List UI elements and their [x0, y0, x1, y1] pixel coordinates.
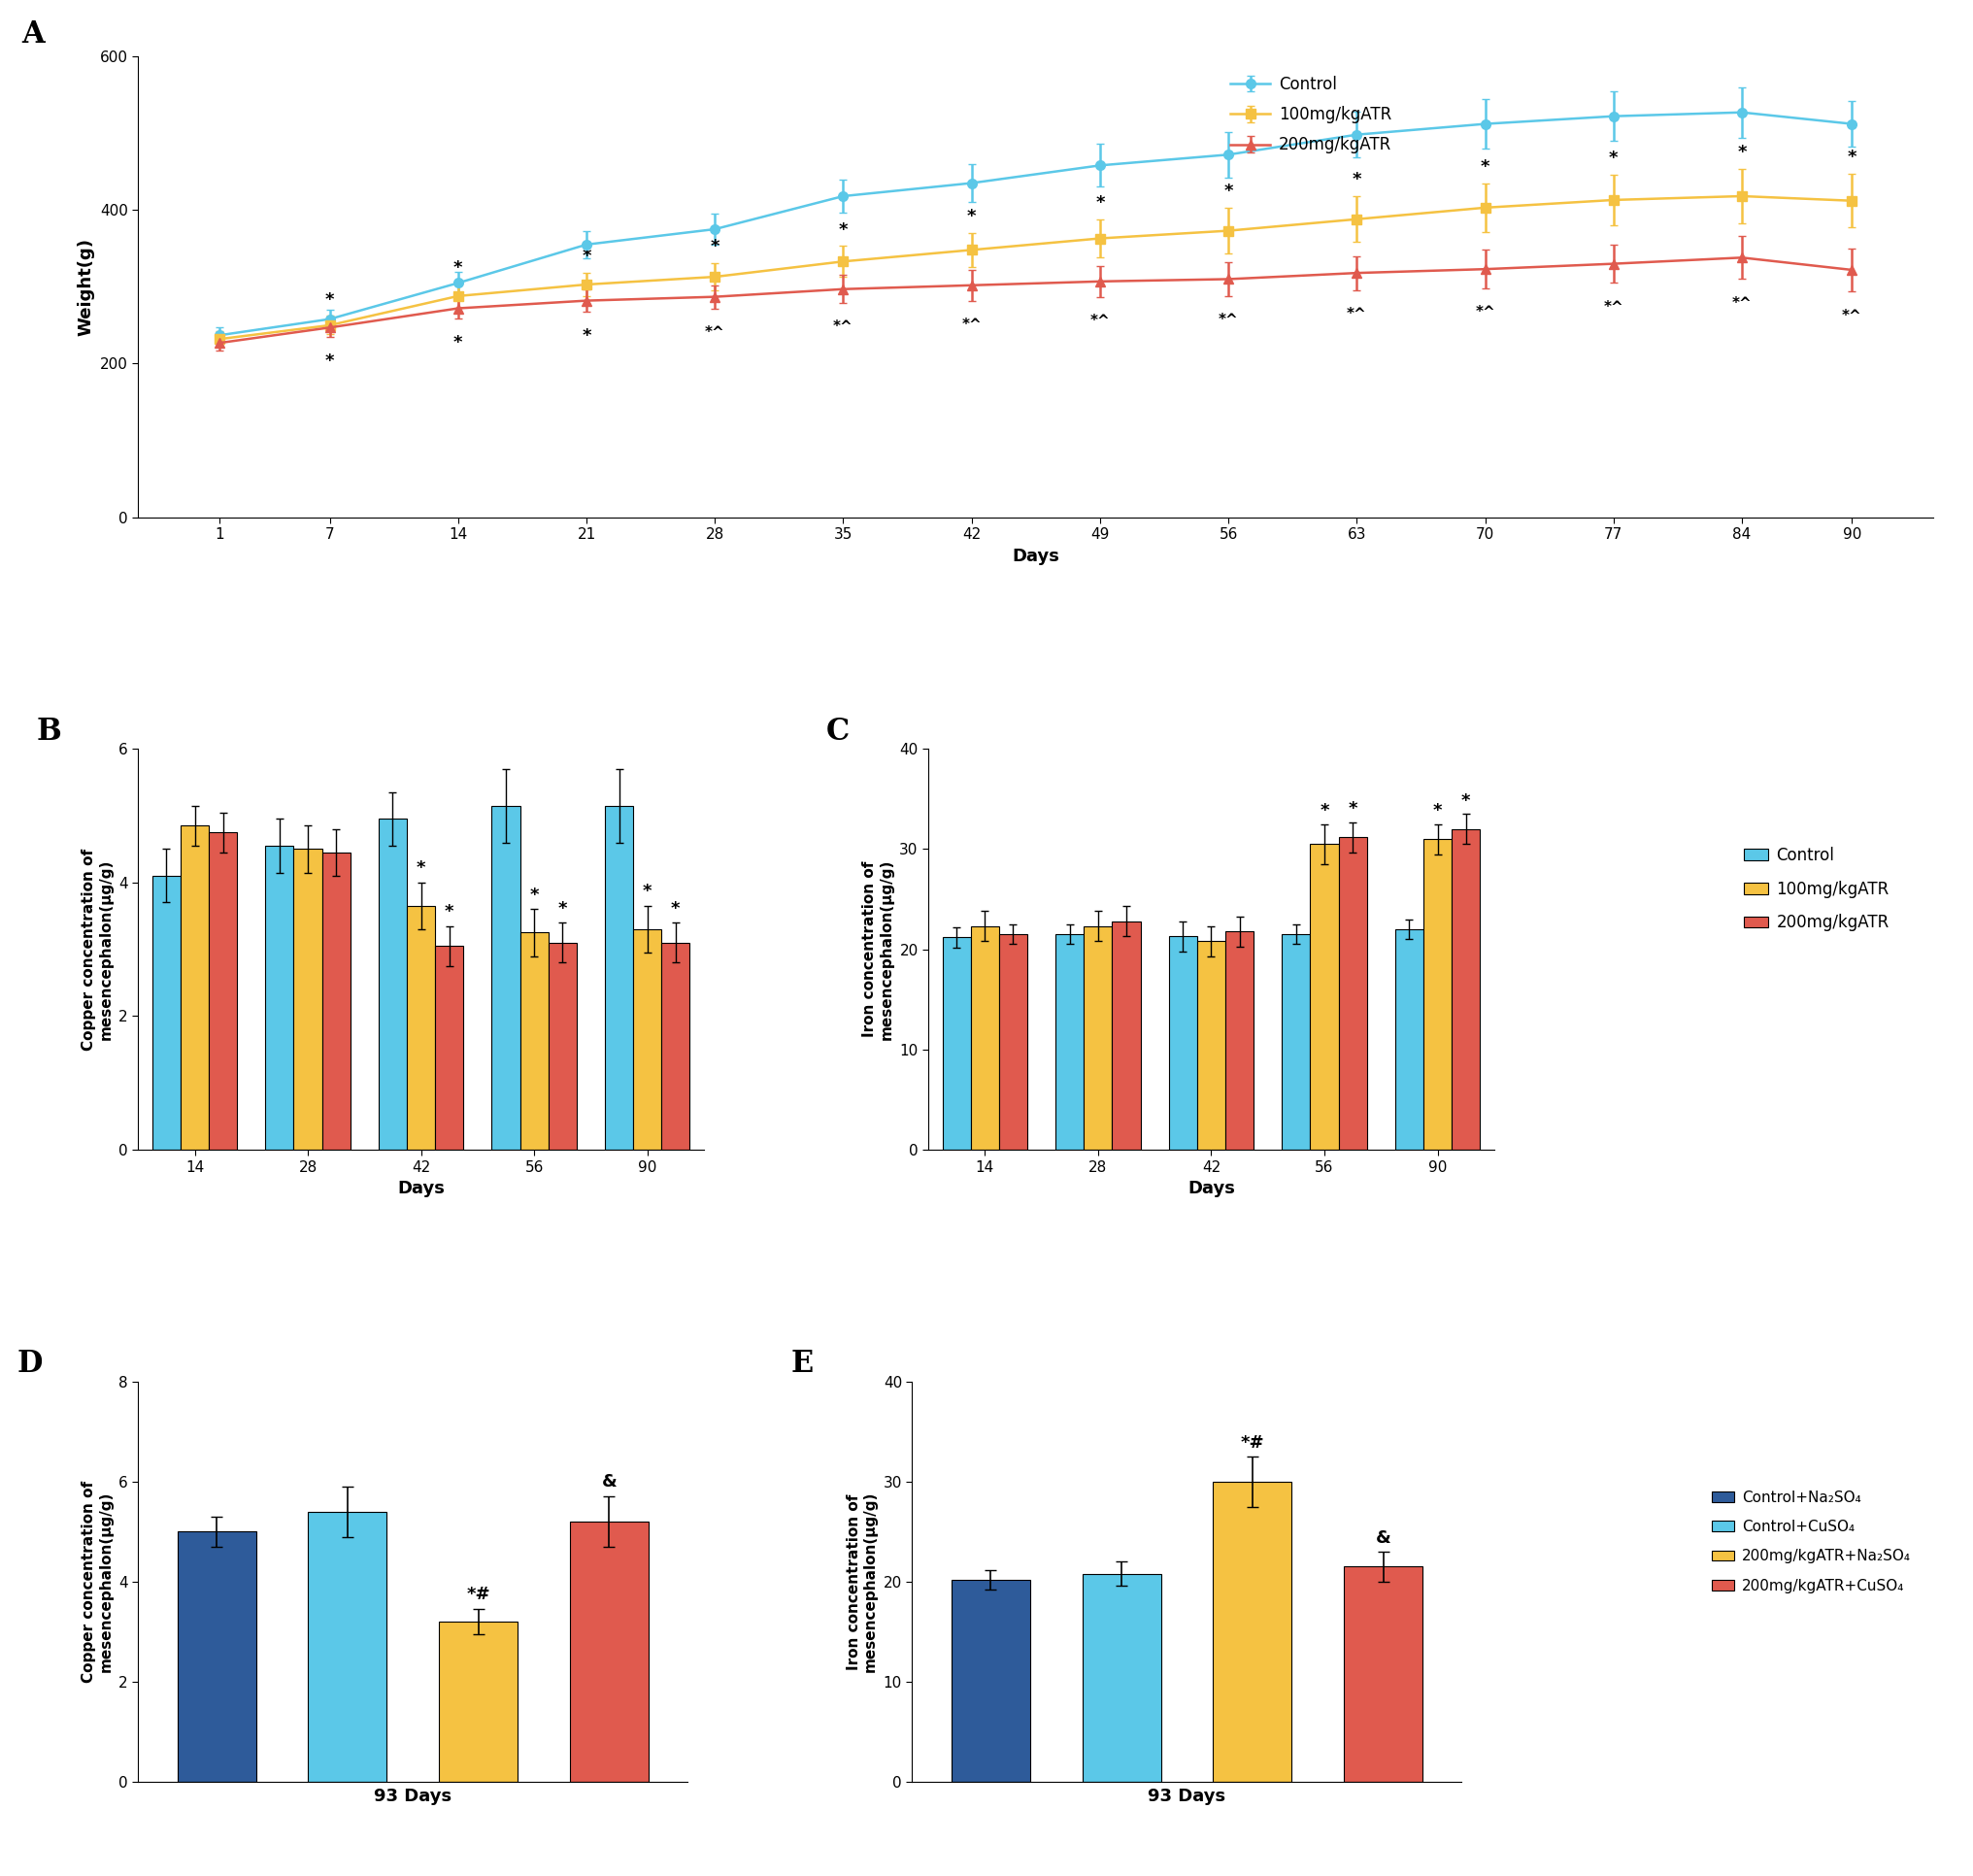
Text: *: *: [839, 221, 848, 238]
Text: *: *: [326, 291, 333, 308]
Bar: [1395, 929, 1423, 1150]
Text: *: *: [582, 328, 592, 345]
Text: *: *: [454, 334, 464, 351]
Y-axis label: Weight(g): Weight(g): [77, 238, 95, 336]
Bar: [182, 825, 209, 1150]
Text: *: *: [1095, 193, 1105, 212]
Text: *: *: [326, 353, 333, 370]
Bar: [1168, 936, 1198, 1150]
Bar: [1113, 921, 1140, 1150]
Text: *^: *^: [1843, 308, 1863, 323]
Text: A: A: [22, 19, 43, 49]
Text: *#: *#: [466, 1585, 491, 1604]
Y-axis label: Iron concentration of
mesencephalon(μg/g): Iron concentration of mesencephalon(μg/g…: [862, 859, 894, 1039]
Y-axis label: Copper concentration of
mesencephalon(μg/g): Copper concentration of mesencephalon(μg…: [81, 1480, 112, 1683]
Text: *^: *^: [1732, 296, 1752, 311]
Text: *^: *^: [1476, 306, 1496, 319]
Bar: [294, 850, 322, 1150]
Bar: [951, 1580, 1030, 1782]
Text: *: *: [1432, 803, 1442, 820]
Bar: [1310, 844, 1338, 1150]
Text: *: *: [1738, 144, 1746, 161]
Bar: [266, 846, 294, 1150]
Text: *: *: [558, 900, 566, 917]
Bar: [1338, 837, 1367, 1150]
Text: *: *: [529, 885, 539, 904]
Bar: [379, 820, 406, 1150]
Bar: [1213, 1482, 1292, 1782]
Bar: [1225, 930, 1253, 1150]
Text: C: C: [827, 717, 850, 747]
Text: *: *: [710, 238, 720, 255]
Text: E: E: [791, 1349, 813, 1379]
Bar: [491, 805, 521, 1150]
Text: *: *: [1352, 171, 1361, 188]
Y-axis label: Iron concentration of
mesencephalon(μg/g): Iron concentration of mesencephalon(μg/g…: [846, 1491, 878, 1672]
Bar: [943, 938, 971, 1150]
Text: &: &: [1375, 1529, 1391, 1546]
Text: *: *: [1480, 158, 1490, 174]
Text: *: *: [1847, 148, 1857, 167]
Y-axis label: Copper concentration of
mesencephalon(μg/g): Copper concentration of mesencephalon(μg…: [81, 848, 112, 1051]
Bar: [209, 833, 237, 1150]
Legend: Control+Na₂SO₄, Control+CuSO₄, 200mg/kgATR+Na₂SO₄, 200mg/kgATR+CuSO₄: Control+Na₂SO₄, Control+CuSO₄, 200mg/kgA…: [1707, 1484, 1916, 1598]
Bar: [406, 906, 436, 1150]
Bar: [1198, 942, 1225, 1150]
Bar: [1083, 1574, 1160, 1782]
Text: *: *: [643, 884, 651, 900]
Bar: [1056, 934, 1083, 1150]
Bar: [548, 942, 576, 1150]
Text: *: *: [582, 248, 592, 265]
Bar: [1452, 829, 1480, 1150]
Text: D: D: [18, 1349, 43, 1379]
Text: *: *: [1223, 182, 1233, 201]
X-axis label: 93 Days: 93 Days: [1148, 1788, 1225, 1805]
Text: *: *: [1462, 792, 1470, 810]
Text: *: *: [671, 900, 681, 917]
Text: *^: *^: [833, 319, 854, 334]
Bar: [322, 852, 351, 1150]
Bar: [521, 932, 548, 1150]
X-axis label: Days: Days: [1188, 1180, 1235, 1197]
Bar: [633, 929, 661, 1150]
Bar: [1282, 934, 1310, 1150]
X-axis label: Days: Days: [1012, 548, 1060, 565]
Bar: [436, 946, 464, 1150]
Text: *^: *^: [704, 325, 724, 340]
Text: *: *: [1608, 150, 1618, 167]
Text: *^: *^: [1089, 313, 1111, 328]
Legend: Control, 100mg/kgATR, 200mg/kgATR: Control, 100mg/kgATR, 200mg/kgATR: [1223, 69, 1397, 159]
Text: *#: *#: [1241, 1433, 1265, 1452]
Text: &: &: [602, 1473, 618, 1491]
Bar: [1083, 927, 1113, 1150]
Bar: [606, 805, 633, 1150]
Text: *: *: [1320, 803, 1330, 820]
Bar: [178, 1531, 256, 1782]
Text: *^: *^: [1348, 308, 1367, 321]
Text: *: *: [967, 208, 977, 225]
Bar: [308, 1512, 387, 1782]
Text: *^: *^: [1604, 300, 1624, 315]
Bar: [998, 934, 1028, 1150]
Bar: [661, 942, 691, 1150]
Bar: [152, 876, 182, 1150]
Text: B: B: [36, 717, 61, 747]
Bar: [971, 927, 998, 1150]
Bar: [1344, 1566, 1423, 1782]
Text: *^: *^: [1217, 313, 1239, 328]
Text: *^: *^: [961, 317, 983, 332]
X-axis label: Days: Days: [397, 1180, 444, 1197]
Text: *: *: [454, 259, 464, 278]
Bar: [1423, 839, 1452, 1150]
Bar: [570, 1521, 649, 1782]
Bar: [440, 1623, 517, 1782]
Text: *: *: [1348, 801, 1357, 818]
Text: *: *: [416, 859, 426, 878]
Legend: Control, 100mg/kgATR, 200mg/kgATR: Control, 100mg/kgATR, 200mg/kgATR: [1738, 840, 1896, 938]
Text: *: *: [444, 902, 454, 921]
X-axis label: 93 Days: 93 Days: [375, 1788, 452, 1805]
